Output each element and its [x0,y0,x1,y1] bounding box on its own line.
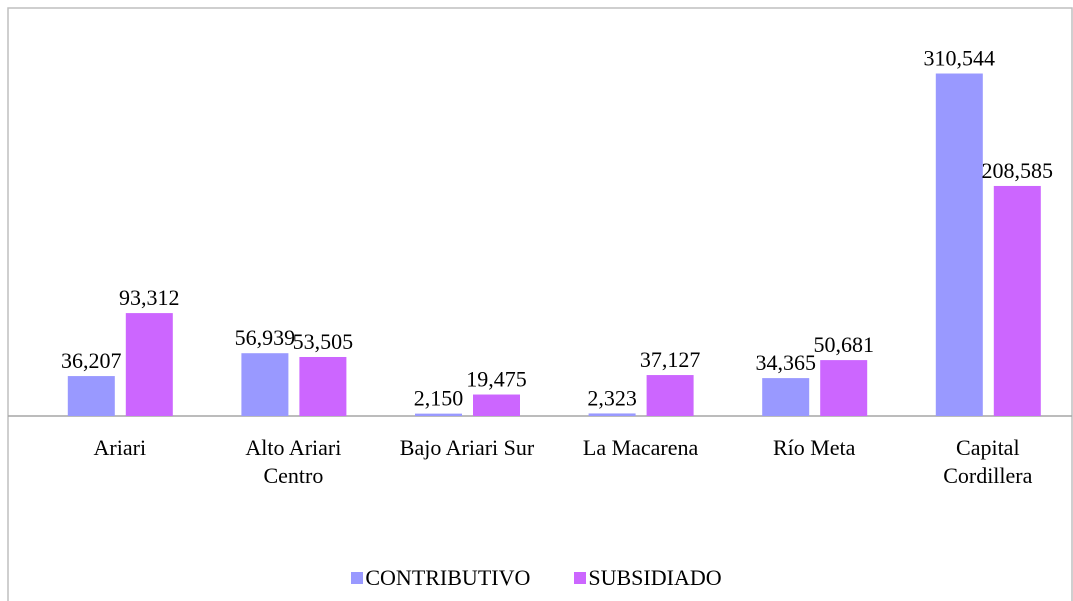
bar [820,360,868,416]
legend: CONTRIBUTIVO SUBSIDIADO [0,564,1073,591]
x-tick-label: Bajo Ariari Sur [399,435,535,460]
value-label: 2,323 [587,385,637,410]
bar [935,73,983,416]
bar [299,356,347,416]
x-tick-label: Capital Cordillera [943,435,1033,488]
value-label: 34,365 [755,350,816,375]
bar [646,375,694,416]
legend-swatch [351,572,364,584]
legend-label: CONTRIBUTIVO [365,565,531,590]
bar [415,413,462,416]
legend-swatch [574,572,587,584]
value-label: 2,150 [414,386,464,411]
x-tick-label: La Macarena [582,435,699,460]
bar [125,313,173,416]
value-label: 310,544 [924,46,996,71]
legend-item: SUBSIDIADO [574,565,722,591]
legend-label: SUBSIDIADO [588,565,722,590]
bar [241,353,289,416]
value-label: 208,585 [982,158,1054,183]
value-label: 93,312 [119,285,180,310]
value-label: 37,127 [640,347,701,372]
legend-item: CONTRIBUTIVO [351,565,530,591]
x-tick-label: Ariari [93,435,147,460]
chart-border [7,7,1073,601]
value-label: 50,681 [813,332,874,357]
value-label: 36,207 [61,348,122,373]
bar [588,413,636,416]
value-label: 56,939 [235,325,296,350]
bar [473,394,520,416]
bar [993,185,1041,416]
bar [67,376,115,416]
value-label: 19,475 [466,367,527,392]
value-label: 53,505 [293,329,354,354]
x-tick-label: Río Meta [772,435,856,460]
x-tick-label: Alto Ariari Centro [245,435,342,488]
bar [762,378,810,416]
